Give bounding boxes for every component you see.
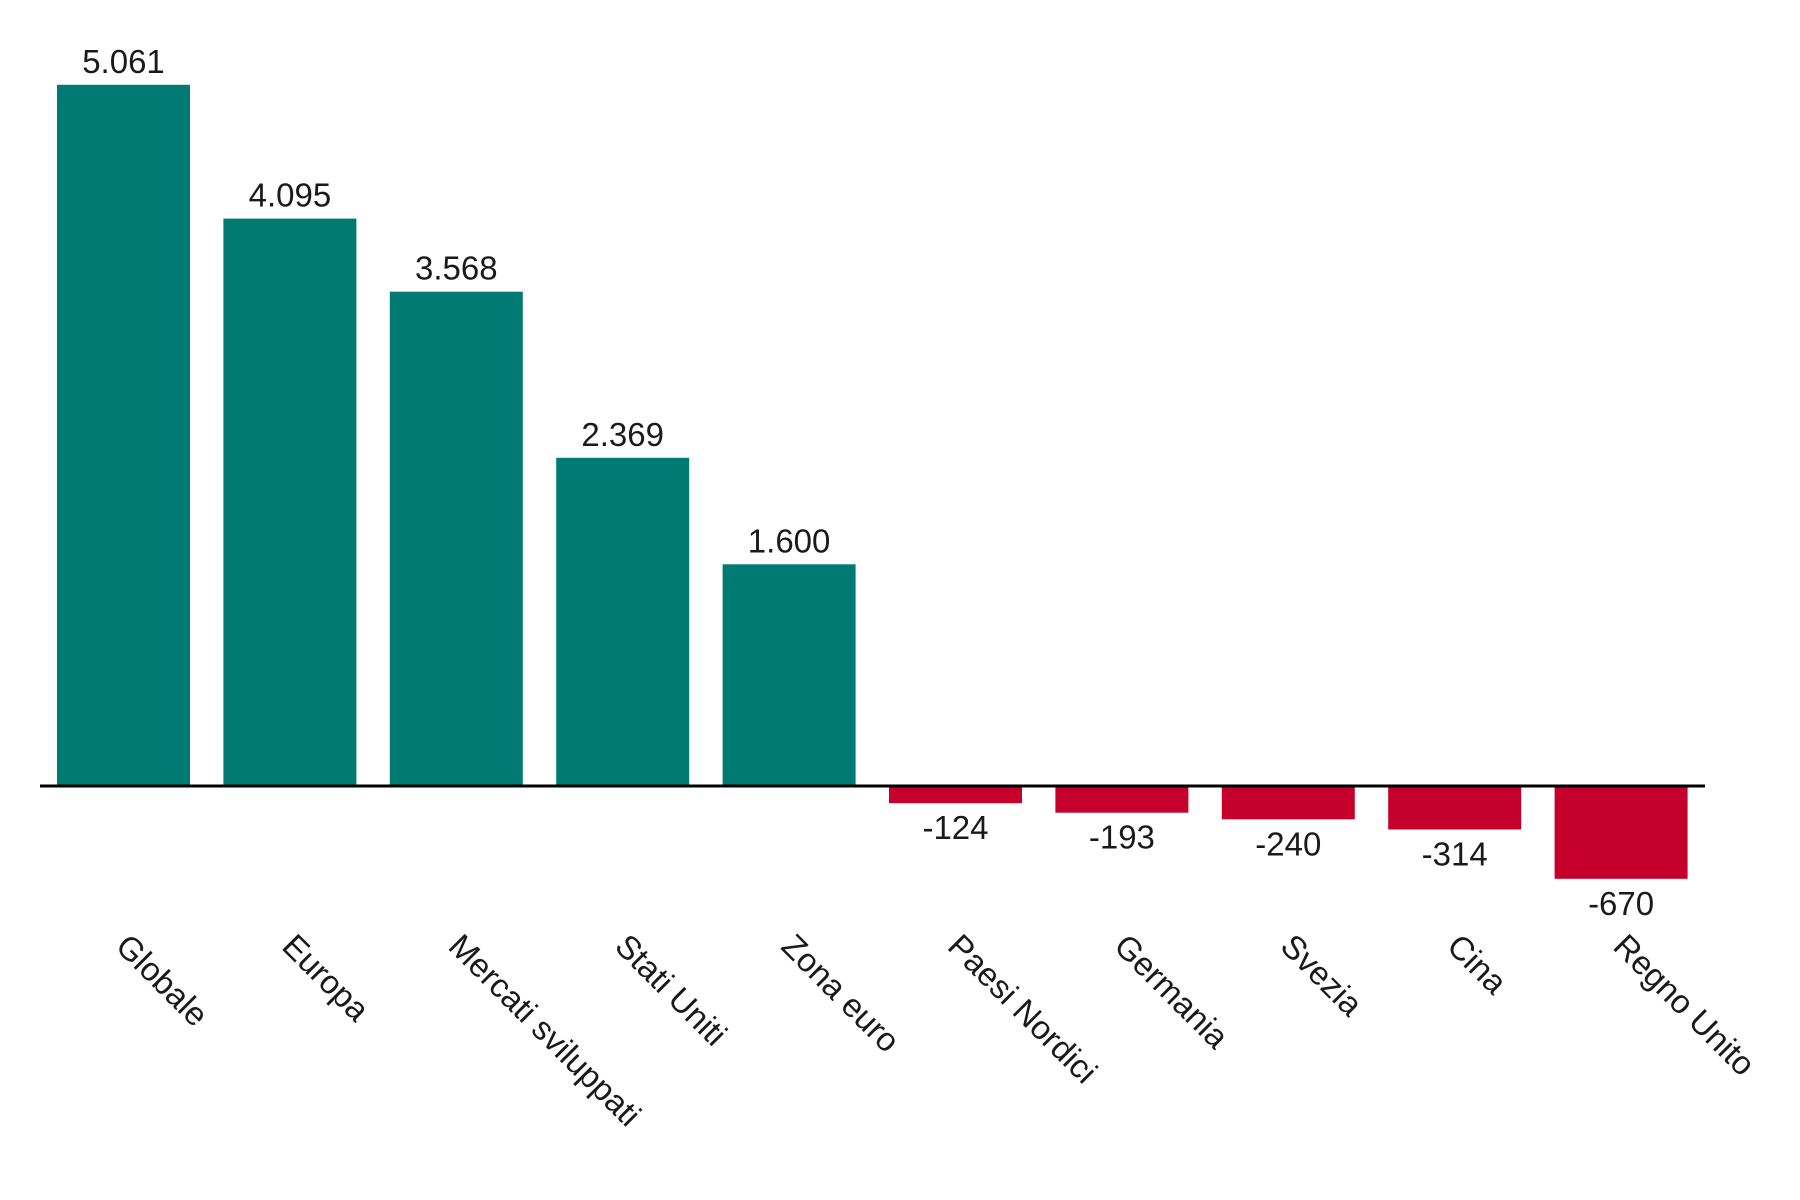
value-label-paesi-nordici: -124 — [922, 809, 988, 846]
value-label-europa: 4.095 — [249, 177, 332, 214]
category-label-europa: Europa — [275, 927, 377, 1029]
category-label-germania: Germania — [1107, 927, 1236, 1056]
category-label-stati-uniti: Stati Uniti — [608, 927, 734, 1053]
bar-regno-unito — [1554, 786, 1688, 879]
value-label-mercati-sviluppati: 3.568 — [415, 250, 498, 287]
category-label-zona-euro: Zona euro — [775, 927, 908, 1060]
value-labels-group: 5.061 4.095 3.568 2.369 1.600 -124 -193 -240 -31… — [82, 43, 1654, 922]
category-label-svezia: Svezia — [1274, 927, 1371, 1024]
value-label-stati-uniti: 2.369 — [581, 416, 664, 453]
category-label-cina: Cina — [1440, 927, 1515, 1002]
category-label-paesi-nordici: Paesi Nordici — [941, 927, 1105, 1091]
bar-paesi-nordici — [889, 786, 1022, 804]
value-label-globale: 5.061 — [82, 43, 165, 80]
bar-svezia — [1221, 786, 1355, 820]
bar-cina — [1388, 786, 1522, 830]
value-label-zona-euro: 1.600 — [748, 522, 831, 559]
bar-germania — [1055, 786, 1189, 813]
value-label-cina: -314 — [1422, 836, 1488, 873]
value-label-regno-unito: -670 — [1588, 885, 1654, 922]
bars-group — [57, 84, 1688, 879]
category-label-regno-unito: Regno Unito — [1607, 927, 1763, 1083]
value-label-germania: -193 — [1089, 819, 1155, 856]
bar-stati-uniti — [556, 457, 690, 786]
category-label-globale: Globale — [109, 927, 216, 1034]
bar-europa — [223, 218, 357, 787]
bar-globale — [57, 84, 190, 787]
bar-mercati-sviluppati — [389, 291, 523, 786]
value-label-svezia: -240 — [1255, 825, 1321, 862]
bar-zona-euro — [722, 564, 856, 786]
